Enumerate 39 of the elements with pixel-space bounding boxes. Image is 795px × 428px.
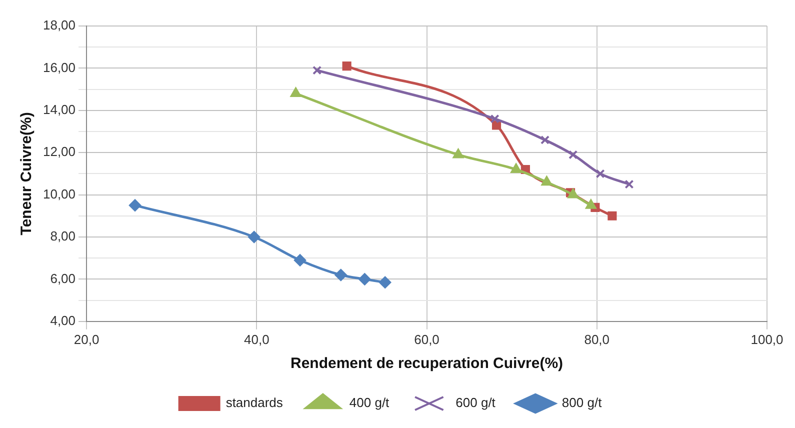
point (290, 88, 302, 98)
point (568, 150, 578, 160)
point (624, 180, 634, 189)
point (540, 135, 550, 144)
point (541, 176, 552, 186)
x-axis-title: Rendement de recuperation Cuivre(%) (290, 355, 564, 372)
point (586, 199, 596, 209)
point (129, 199, 142, 212)
x-tick-label: 60,0 (414, 332, 440, 347)
point (342, 62, 352, 71)
x-tick-label: 80,0 (584, 332, 610, 347)
y-tick-label: 4,00 (50, 312, 76, 328)
x-tick-label: 20,0 (74, 332, 100, 347)
y-tick-label: 12,00 (42, 144, 76, 160)
x-tick-label: 40,0 (244, 332, 270, 347)
legend-label: standards (226, 395, 284, 410)
x-tick-label: 100,0 (750, 332, 784, 347)
point (379, 276, 392, 288)
point (294, 254, 306, 266)
y-tick-label: 8,00 (50, 228, 76, 244)
y-tick-label: 6,00 (50, 270, 76, 286)
y-tick-label: 16,00 (42, 60, 76, 75)
y-tick-label: 10,00 (42, 186, 76, 202)
point (596, 169, 605, 178)
legend-label: 400 g/t (349, 395, 390, 410)
point (510, 163, 522, 173)
legend-label: 800 g/t (562, 395, 602, 410)
point (568, 188, 578, 198)
y-tick-label: 14,00 (42, 102, 76, 117)
y-axis-title: Teneur Cuivre(%) (18, 112, 36, 236)
point (452, 148, 464, 158)
point (334, 268, 347, 281)
point (490, 114, 500, 124)
point (608, 211, 617, 220)
point (312, 66, 322, 75)
legend-label: 600 g/t (456, 395, 496, 410)
point (358, 273, 371, 286)
y-tick-label: 18,00 (42, 18, 76, 33)
point (248, 231, 260, 243)
